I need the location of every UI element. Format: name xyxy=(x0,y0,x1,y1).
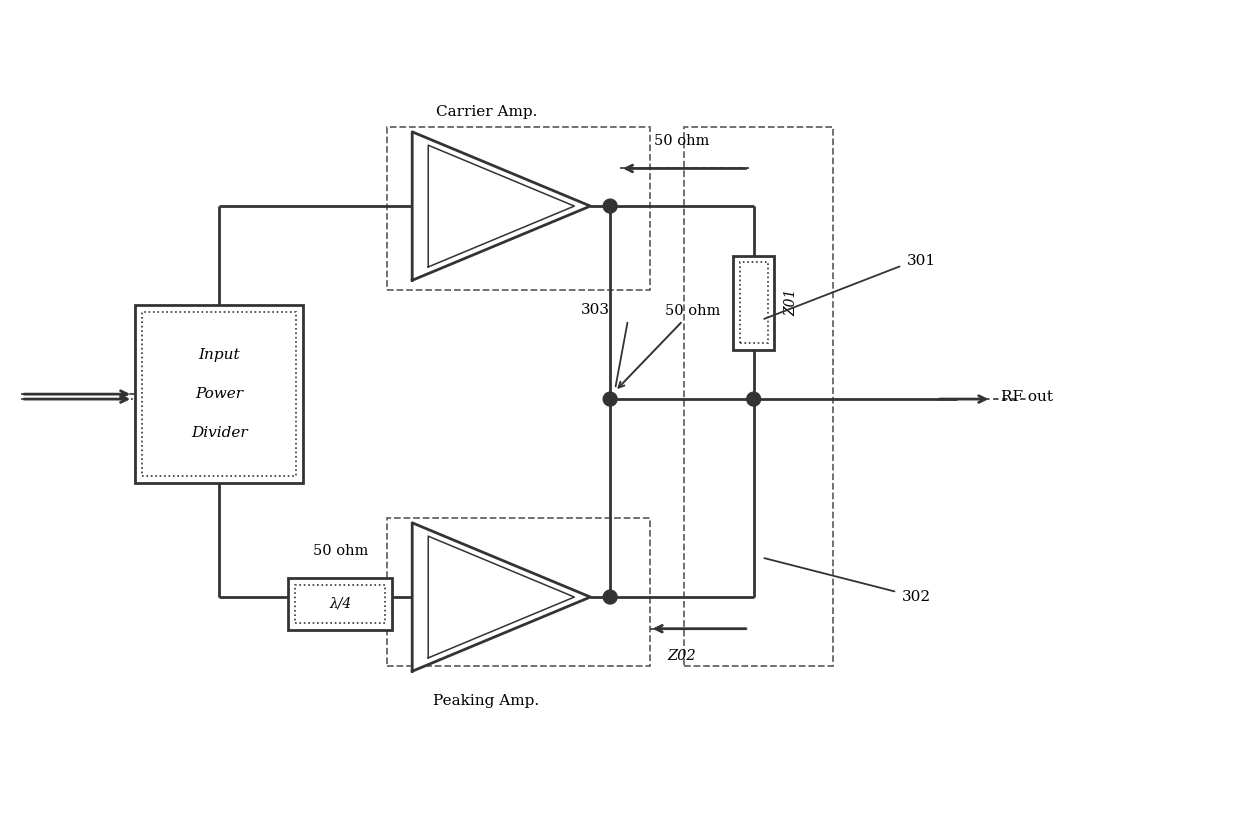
Text: RF out: RF out xyxy=(1001,390,1053,404)
Text: Carrier Amp.: Carrier Amp. xyxy=(435,105,537,119)
Text: λ/4: λ/4 xyxy=(743,296,764,309)
Text: Divider: Divider xyxy=(191,427,248,440)
Circle shape xyxy=(603,392,617,406)
Text: λ/4: λ/4 xyxy=(329,597,352,611)
Bar xyxy=(684,127,833,667)
Circle shape xyxy=(747,392,761,406)
Polygon shape xyxy=(413,523,590,672)
Text: 301: 301 xyxy=(907,253,936,268)
Bar xyxy=(143,312,296,476)
Bar xyxy=(388,127,649,291)
Text: Power: Power xyxy=(195,387,243,401)
Bar xyxy=(295,585,385,623)
Circle shape xyxy=(603,199,617,213)
Bar xyxy=(135,305,303,484)
Bar xyxy=(289,578,393,630)
Text: 50 ohm: 50 ohm xyxy=(618,304,721,387)
Text: 302: 302 xyxy=(902,590,931,604)
Text: Z02: Z02 xyxy=(668,650,697,663)
Text: 303: 303 xyxy=(580,303,609,317)
Bar xyxy=(739,262,768,343)
Text: 50 ohm: 50 ohm xyxy=(654,133,709,148)
Text: Input: Input xyxy=(199,348,240,362)
Bar xyxy=(733,256,774,349)
Text: 50 ohm: 50 ohm xyxy=(313,544,368,558)
Bar xyxy=(388,518,649,667)
Text: Peaking Amp.: Peaking Amp. xyxy=(433,694,539,708)
Circle shape xyxy=(603,590,617,604)
Polygon shape xyxy=(413,132,590,280)
Text: Z01: Z01 xyxy=(784,289,798,317)
